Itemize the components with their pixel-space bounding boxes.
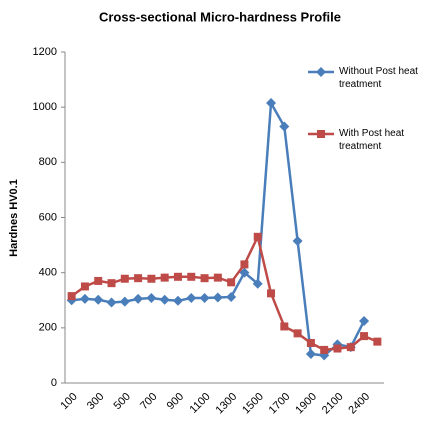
marker [359,315,370,326]
marker [306,339,315,348]
marker [360,332,369,341]
marker [147,274,156,283]
marker [226,291,237,302]
marker [93,294,104,305]
marker [252,278,263,289]
y-axis-label: Hardnes HV0.1 [8,179,20,257]
marker [280,322,289,331]
marker [199,293,210,304]
marker [146,293,157,304]
marker [212,292,223,303]
y-tick-label: 0 [51,377,57,389]
marker [120,274,129,283]
x-tick-label: 100 [58,391,79,412]
marker [373,337,382,346]
legend-marker [317,130,325,138]
marker [160,273,169,282]
x-tick-label: 2400 [346,391,372,417]
y-tick-label: 200 [39,322,57,334]
legend-label: With Post heat treatment [339,128,405,152]
marker [159,294,170,305]
marker [213,273,222,282]
x-tick-label: 1300 [214,391,240,417]
chart-title: Cross-sectional Micro-hardness Profile [99,9,341,24]
y-tick-label: 1000 [33,101,57,113]
marker [305,349,316,360]
marker [107,279,116,288]
marker [186,293,197,304]
y-tick-label: 400 [39,267,57,279]
marker [333,344,342,353]
marker [240,260,249,269]
marker [267,289,276,298]
legend-label: Without Post heat treatment [339,66,418,90]
series-line [71,98,366,357]
y-tick-label: 800 [39,156,57,168]
marker [320,345,329,354]
marker [187,272,196,281]
x-tick-label: 500 [112,391,133,412]
marker [94,276,103,285]
marker [79,293,90,304]
marker [106,297,117,308]
marker [292,235,303,246]
marker [239,267,250,278]
marker [293,329,302,338]
x-tick-label: 300 [85,391,106,412]
x-tick-label: 1100 [188,391,213,416]
x-tick-label: 700 [138,391,159,412]
x-tick-label: 900 [165,391,186,412]
marker [266,98,277,109]
marker [67,292,76,301]
marker [80,282,89,291]
marker [172,295,183,306]
marker [346,343,355,352]
marker [134,274,143,283]
marker [173,272,182,281]
marker [227,278,236,287]
y-tick-label: 1200 [33,46,57,58]
marker [133,293,144,304]
x-tick-label: 1900 [293,391,319,417]
x-tick-label: 2100 [320,391,346,417]
marker [119,296,130,307]
x-tick-label: 1700 [267,391,293,417]
marker [253,232,262,241]
series-line [70,233,378,352]
legend-marker [316,67,326,77]
marker [279,121,290,132]
y-tick-label: 600 [39,211,57,223]
x-tick-label: 1500 [240,391,266,417]
marker [200,274,209,283]
